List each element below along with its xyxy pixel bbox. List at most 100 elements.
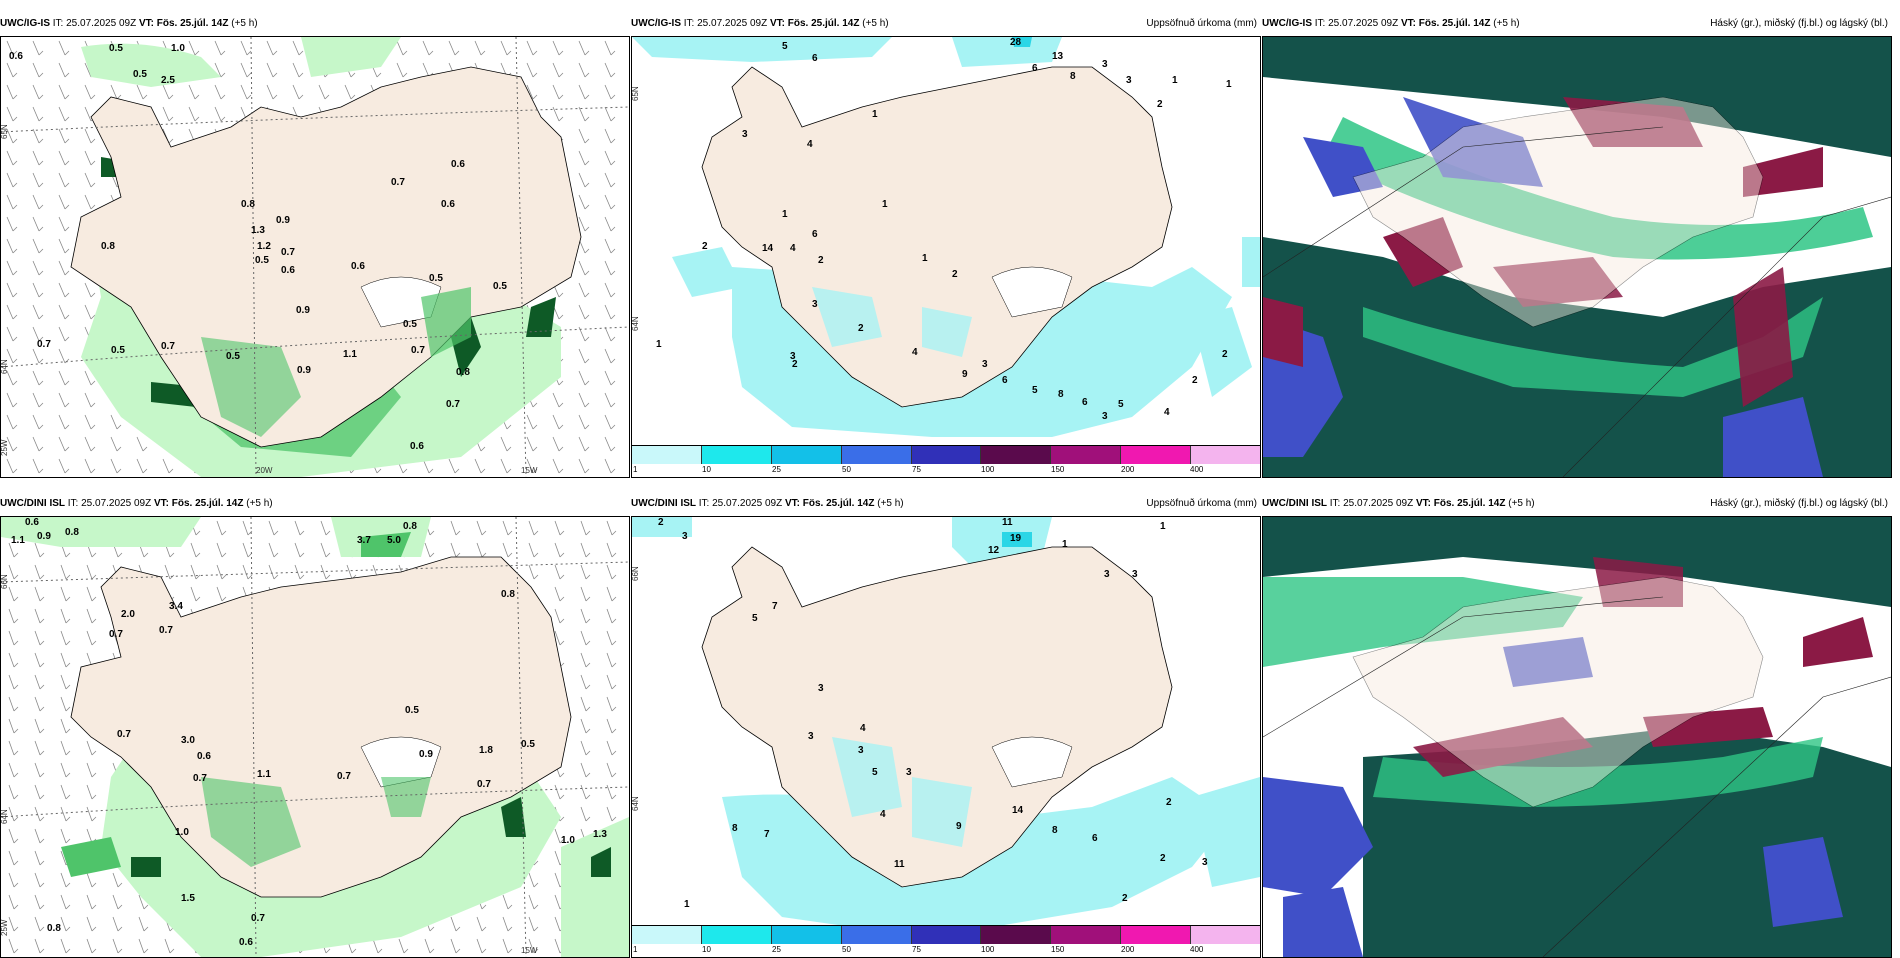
panel-title: Uppsöfnuð úrkoma (mm): [1146, 498, 1257, 509]
lat-label: 66N: [632, 566, 640, 581]
value-label: 1: [882, 199, 888, 210]
init-time: 25.07.2025 09Z: [1343, 498, 1414, 509]
colorbar-segment: [1051, 926, 1122, 944]
colorbar-tick: 1: [633, 465, 638, 474]
value-label: 0.7: [37, 339, 51, 350]
panel-title: Uppsöfnuð úrkoma (mm): [1146, 18, 1257, 29]
colorbar-tick: 25: [772, 465, 781, 474]
value-label: 0.7: [159, 625, 173, 636]
accumulated-precip-map: 66N 64N 2 3 11 19 12 1 1 3 3 5 7 3 4 3 3…: [631, 516, 1261, 958]
value-label: 2: [702, 241, 708, 252]
value-label: 0.6: [410, 441, 424, 452]
panel-top-left: UWC/IG-IS IT: 25.07.2025 09Z VT: Fös. 25…: [0, 14, 630, 478]
value-label: 9: [962, 369, 968, 380]
value-label: 1: [1172, 75, 1178, 86]
value-label: 5: [752, 613, 758, 624]
value-label: 2: [1222, 349, 1228, 360]
value-label: 0.5: [226, 351, 240, 362]
value-label: 1.1: [11, 535, 25, 546]
panel-header: UWC/IG-IS IT: 25.07.2025 09Z VT: Fös. 25…: [0, 14, 630, 34]
panel-header: UWC/DINI ISL IT: 25.07.2025 09Z VT: Fös.…: [631, 494, 1261, 514]
value-label: 4: [1164, 407, 1170, 418]
valid-time: Fös. 25.júl. 14Z: [787, 18, 860, 29]
value-label: 0.6: [281, 265, 295, 276]
colorbar-tick: 100: [981, 465, 995, 474]
init-time-label: IT:: [683, 18, 695, 29]
value-labels: 0.6 1.1 0.9 0.8 3.7 5.0 0.8 2.0 3.4 0.7 …: [11, 517, 607, 948]
value-label: 0.7: [337, 771, 351, 782]
colorbar-segment: [981, 446, 1052, 464]
value-label: 0.7: [109, 629, 123, 640]
init-time: 25.07.2025 09Z: [66, 18, 137, 29]
panel-header: UWC/IG-IS IT: 25.07.2025 09Z VT: Fös. 25…: [631, 14, 1261, 34]
value-label: 9: [956, 821, 962, 832]
colorbar-segment: [632, 446, 702, 464]
value-label: 2: [658, 517, 664, 528]
value-label: 0.9: [297, 365, 311, 376]
value-label: 14: [762, 243, 774, 254]
value-label: 1.8: [479, 745, 493, 756]
value-label: 11: [1002, 517, 1013, 528]
lon-label: 15W: [521, 946, 538, 955]
value-label: 6: [1082, 397, 1088, 408]
colorbar-segment: [841, 446, 912, 464]
value-label: 2: [818, 255, 824, 266]
panel-header: UWC/DINI ISL IT: 25.07.2025 09Z VT: Fös.…: [0, 494, 630, 514]
lat-label: 66N: [1, 574, 9, 589]
value-label: 0.5: [429, 273, 443, 284]
valid-time: Fös. 25.júl. 14Z: [1418, 18, 1491, 29]
init-time-label: IT:: [1314, 18, 1326, 29]
value-label: 3: [1126, 75, 1132, 86]
value-label: 3: [982, 359, 988, 370]
value-label: 2: [1157, 99, 1163, 110]
value-label: 1: [872, 109, 878, 120]
model-name: UWC/IG-IS: [1262, 18, 1312, 29]
value-label: 0.9: [37, 531, 51, 542]
value-label: 1.1: [343, 349, 357, 360]
panel-bottom-middle: UWC/DINI ISL IT: 25.07.2025 09Z VT: Fös.…: [631, 494, 1261, 958]
value-label: 12: [988, 545, 1000, 556]
panel-header: UWC/IG-IS IT: 25.07.2025 09Z VT: Fös. 25…: [1262, 14, 1892, 34]
cloud-cover-map: [1262, 516, 1892, 958]
value-label: 5: [782, 41, 788, 52]
lon-label: 25W: [1, 919, 9, 936]
panel-title: Háský (gr.), miðský (fj.bl.) og lágský (…: [1710, 498, 1888, 509]
value-label: 1: [684, 899, 690, 910]
value-label: 5: [1032, 385, 1038, 396]
init-time: 25.07.2025 09Z: [81, 498, 152, 509]
value-label: 0.5: [133, 69, 147, 80]
lat-label: 65N: [1, 124, 9, 139]
value-label: 3: [1102, 59, 1108, 70]
value-label: 0.7: [193, 773, 207, 784]
init-time-label: IT:: [52, 18, 64, 29]
init-time: 25.07.2025 09Z: [697, 18, 768, 29]
value-label: 0.8: [241, 199, 255, 210]
colorbar-segment: [1121, 926, 1192, 944]
value-label: 3: [790, 351, 796, 362]
value-label: 5: [872, 767, 878, 778]
value-label: 0.5: [405, 705, 419, 716]
value-label: 0.6: [9, 51, 23, 62]
value-label: 3: [812, 299, 818, 310]
value-label: 3: [1104, 569, 1110, 580]
valid-time-label: VT:: [138, 18, 154, 29]
panel-top-right: UWC/IG-IS IT: 25.07.2025 09Z VT: Fös. 25…: [1262, 14, 1892, 478]
value-label: 1: [922, 253, 928, 264]
value-label: 0.7: [251, 913, 265, 924]
value-label: 0.7: [391, 177, 405, 188]
value-labels: 5 6 28 13 6 8 3 3 1 1 2 3 1 4 1 1 14 2 4…: [656, 37, 1232, 422]
value-label: 3: [906, 767, 912, 778]
value-label: 0.5: [111, 345, 125, 356]
colorbar: [632, 445, 1260, 464]
colorbar-segment: [841, 926, 912, 944]
lon-label: 20W: [256, 466, 273, 475]
value-label: 1.0: [171, 43, 185, 54]
lat-label: 64N: [1, 809, 9, 824]
colorbar-tick: 400: [1190, 465, 1204, 474]
valid-time-label: VT:: [1400, 18, 1416, 29]
lead-time: (+5 h): [1493, 18, 1520, 29]
value-label: 0.6: [441, 199, 455, 210]
lead-time: (+5 h): [877, 498, 904, 509]
lon-label: 25W: [1, 439, 9, 456]
precip-wind-map: 66N 64N 25W 15W 0.6 1.1 0.9 0.8 3.7 5.0 …: [0, 516, 630, 958]
